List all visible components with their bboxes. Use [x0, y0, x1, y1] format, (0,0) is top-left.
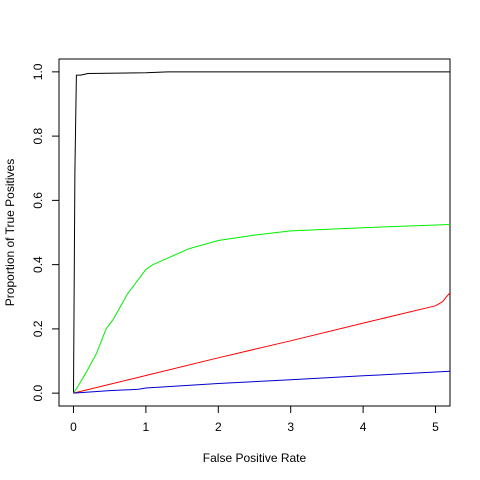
- series-line-2: [73, 224, 451, 394]
- y-tick-label: 0.0: [31, 384, 45, 401]
- y-tick-label: 0.4: [31, 256, 45, 273]
- x-axis-title: False Positive Rate: [203, 451, 307, 465]
- x-tick-label: 2: [215, 420, 222, 434]
- y-tick-label: 0.8: [31, 127, 45, 144]
- x-tick-label: 3: [287, 420, 294, 434]
- y-tick-label: 0.6: [31, 192, 45, 209]
- x-tick-label: 4: [360, 420, 367, 434]
- x-tick-label: 1: [143, 420, 150, 434]
- x-axis: 0 1 2 3 4 5: [70, 405, 439, 434]
- x-tick-label: 5: [432, 420, 439, 434]
- plot-frame: [58, 58, 451, 407]
- y-tick-label: 1.0: [31, 63, 45, 80]
- series-line-3: [73, 292, 451, 394]
- series-layer: [73, 71, 451, 394]
- series-line-1: [73, 71, 450, 394]
- y-axis-title: Proportion of True Positives: [3, 159, 17, 306]
- x-tick-label: 0: [70, 420, 77, 434]
- y-axis: 0.0 0.2 0.4 0.6 0.8 1.0: [31, 63, 60, 401]
- series-line-4: [73, 370, 451, 394]
- y-tick-label: 0.2: [31, 320, 45, 337]
